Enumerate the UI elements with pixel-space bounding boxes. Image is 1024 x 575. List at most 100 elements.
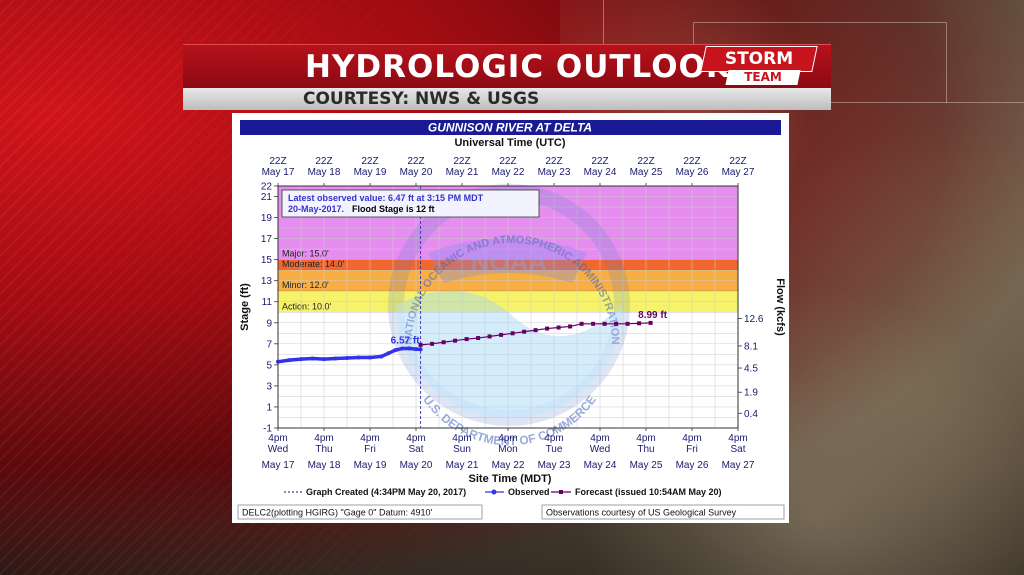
banner-title: HYDROLOGIC OUTLOOK: [305, 49, 731, 85]
site-date-label: May 21: [446, 460, 479, 471]
chart-title-bar: [240, 120, 781, 135]
flood-label-minor: Minor: 12.0': [282, 280, 329, 290]
utc-date-label: May 19: [354, 167, 387, 178]
site-time-label: 4pm: [728, 433, 747, 444]
y-tick-label: 3: [266, 381, 272, 392]
observed-point: [287, 358, 292, 363]
observed-point: [345, 356, 349, 361]
latest-observed-line1: Latest observed value: 6.47 ft at 3:15 P…: [288, 193, 484, 203]
observed-point: [418, 347, 423, 352]
site-time-label: 4pm: [406, 433, 425, 444]
observed-point: [310, 356, 315, 361]
utc-hour-label: 22Z: [683, 156, 700, 167]
legend: Graph Created (4:34PM May 20, 2017) Obse…: [284, 487, 722, 497]
y-tick-label: 19: [261, 213, 273, 224]
x-axis-label: Site Time (MDT): [469, 473, 552, 485]
site-time-label: 4pm: [544, 433, 563, 444]
flood-label-action: Action: 10.0': [282, 301, 332, 311]
forecast-point: [510, 331, 515, 336]
y-tick-label: 5: [266, 360, 272, 371]
forecast-point: [499, 332, 504, 337]
utc-hour-label: 22Z: [361, 156, 378, 167]
forecast-point: [464, 337, 469, 342]
site-date-label: May 25: [630, 460, 663, 471]
site-time-label: 4pm: [360, 433, 379, 444]
site-day-label: Fri: [686, 444, 698, 455]
y-axis-label: Stage (ft): [239, 283, 251, 331]
courtesy-bar: [183, 88, 831, 110]
site-date-label: May 19: [354, 460, 387, 471]
noaa-watermark-text: NOAA: [471, 247, 548, 277]
footer-right: Observations courtesy of US Geological S…: [546, 508, 737, 518]
forecast-point: [418, 342, 423, 347]
site-date-label: May 24: [584, 460, 617, 471]
forecast-point: [602, 321, 607, 326]
utc-date-label: May 20: [400, 167, 433, 178]
flood-label-major: Major: 15.0': [282, 249, 329, 259]
y-tick-label: 21: [261, 192, 273, 203]
observed-point: [386, 351, 391, 356]
site-date-label: May 26: [676, 460, 709, 471]
observed-point: [322, 357, 326, 362]
site-time-label: 4pm: [314, 433, 333, 444]
utc-date-label: May 22: [492, 167, 525, 178]
utc-hour-label: 22Z: [269, 156, 286, 167]
utc-date-label: May 26: [676, 167, 709, 178]
utc-hour-label: 22Z: [315, 156, 332, 167]
y-tick-label: 13: [261, 276, 273, 287]
forecast-point: [522, 329, 527, 334]
forecast-point: [637, 321, 642, 326]
observed-point: [414, 347, 418, 352]
site-day-label: Tue: [546, 444, 563, 455]
site-time-label: 4pm: [452, 433, 471, 444]
site-date-label: May 18: [308, 460, 341, 471]
site-day-label: Sun: [453, 444, 471, 455]
site-date-label: May 20: [400, 460, 433, 471]
forecast-point: [556, 325, 561, 330]
logo-team-text: TEAM: [744, 70, 782, 84]
top-axis-title: Universal Time (UTC): [454, 137, 565, 149]
observed-point: [379, 354, 384, 359]
y2-tick-label: 0.4: [744, 409, 758, 420]
forecast-point: [487, 334, 492, 339]
latest-observed-date: 20-May-2017.: [288, 204, 344, 214]
utc-date-label: May 18: [308, 167, 341, 178]
forecast-point: [476, 336, 481, 341]
flood-stage-note: Flood Stage is 12 ft: [352, 204, 435, 214]
observed-point: [356, 355, 361, 360]
utc-hour-label: 22Z: [499, 156, 516, 167]
observed-point: [333, 356, 338, 361]
latest-observed-box: [281, 189, 540, 218]
legend-observed-marker: [491, 489, 497, 495]
forecast-point: [441, 340, 446, 345]
forecast-point: [579, 321, 584, 326]
site-time-label: 4pm: [636, 433, 655, 444]
y-tick-label: 15: [261, 255, 273, 266]
utc-date-label: May 27: [722, 167, 755, 178]
observed-point: [393, 348, 398, 353]
site-day-label: Sat: [730, 444, 745, 455]
observed-point: [407, 346, 412, 351]
forecast-point: [648, 320, 653, 325]
utc-hour-label: 22Z: [407, 156, 424, 167]
utc-date-label: May 17: [262, 167, 295, 178]
observed-point: [299, 357, 303, 362]
utc-date-label: May 23: [538, 167, 571, 178]
site-date-label: May 22: [492, 460, 525, 471]
y-tick-label: 22: [261, 182, 273, 193]
y-tick-label: 9: [266, 318, 272, 329]
site-time-label: 4pm: [268, 433, 287, 444]
y-tick-label: 7: [266, 339, 272, 350]
legend-forecast-marker: [559, 490, 563, 494]
flood-label-moderate: Moderate: 14.0': [282, 259, 345, 269]
site-day-label: Wed: [268, 444, 288, 455]
legend-observed: Observed: [508, 487, 550, 497]
site-day-label: Wed: [590, 444, 610, 455]
utc-date-label: May 21: [446, 167, 479, 178]
y2-tick-label: 8.1: [744, 341, 758, 352]
forecast-point: [568, 324, 573, 329]
site-time-label: 4pm: [682, 433, 701, 444]
forecast-point: [430, 341, 435, 346]
utc-date-label: May 24: [584, 167, 617, 178]
observed-point: [400, 346, 405, 351]
